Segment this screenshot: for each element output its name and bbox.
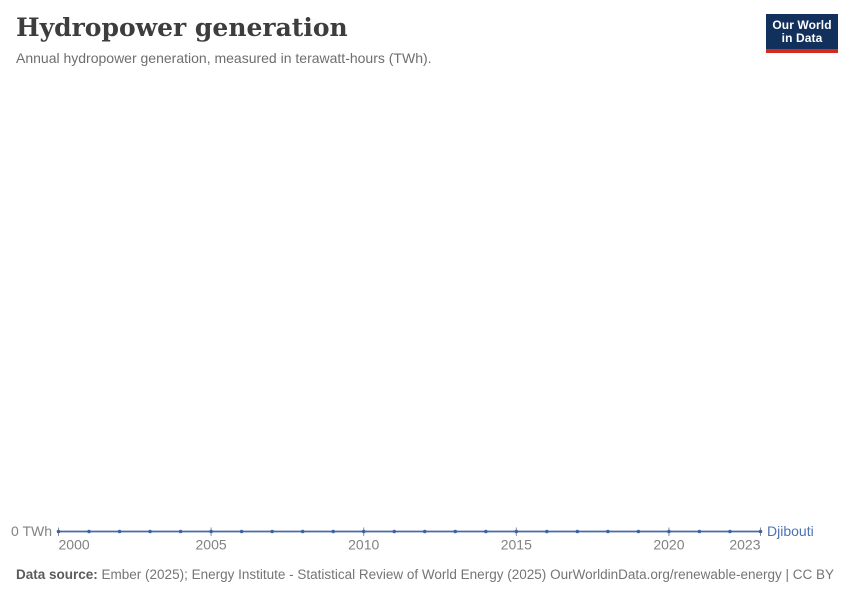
owid-logo[interactable]: Our World in Data xyxy=(766,14,838,53)
data-point-2008 xyxy=(300,529,305,534)
data-point-2023 xyxy=(758,529,763,534)
data-point-2013 xyxy=(453,529,458,534)
data-point-2005 xyxy=(209,529,213,534)
owid-credit-link[interactable]: OurWorldinData.org/renewable-energy | CC… xyxy=(550,567,834,582)
data-point-2019 xyxy=(636,529,641,534)
data-point-2009 xyxy=(331,529,335,534)
data-point-2002 xyxy=(117,529,122,534)
owid-logo-line2: in Data xyxy=(781,30,823,45)
data-point-2017 xyxy=(575,529,580,534)
data-point-2012 xyxy=(422,529,427,534)
data-point-2021 xyxy=(697,529,702,534)
chart-footer: Data source: Ember (2025); Energy Instit… xyxy=(16,567,834,582)
data-point-2001 xyxy=(87,529,91,534)
x-axis-label-2000: 2000 xyxy=(59,537,90,553)
data-point-2006 xyxy=(239,529,244,534)
data-point-2014 xyxy=(484,529,488,534)
data-point-2016 xyxy=(545,529,549,534)
data-point-2004 xyxy=(178,529,183,534)
x-axis-label-2010: 2010 xyxy=(348,537,379,553)
data-source-value: Ember (2025); Energy Institute - Statist… xyxy=(97,567,547,582)
x-axis-label-2023: 2023 xyxy=(729,537,760,553)
line-chart-axis: 0 TWh 2000 2005 2010 2015 2020 2023 Djibouti xyxy=(11,523,814,553)
owid-logo-line1: Our World xyxy=(772,17,832,32)
entity-label-djibouti[interactable]: Djibouti xyxy=(767,523,814,539)
x-axis-label-2015: 2015 xyxy=(501,537,532,553)
chart-subtitle: Annual hydropower generation, measured i… xyxy=(16,49,432,66)
data-source: Data source: Ember (2025); Energy Instit… xyxy=(16,567,546,582)
data-point-2010 xyxy=(361,529,366,534)
data-point-2007 xyxy=(270,529,274,534)
data-point-2018 xyxy=(606,529,610,534)
data-point-2022 xyxy=(728,529,732,534)
chart-header: Hydropower generation Annual hydropower … xyxy=(16,13,750,67)
data-point-2003 xyxy=(148,529,152,534)
data-point-2011 xyxy=(392,529,397,534)
x-axis-label-2005: 2005 xyxy=(196,537,227,553)
y-axis-zero-label: 0 TWh xyxy=(11,523,52,539)
data-point-2015 xyxy=(514,529,519,534)
x-axis-label-2020: 2020 xyxy=(653,537,684,553)
chart-title: Hydropower generation xyxy=(16,13,348,42)
data-source-label: Data source: xyxy=(16,567,98,582)
data-point-2000 xyxy=(56,529,61,534)
data-point-2020 xyxy=(667,529,671,534)
